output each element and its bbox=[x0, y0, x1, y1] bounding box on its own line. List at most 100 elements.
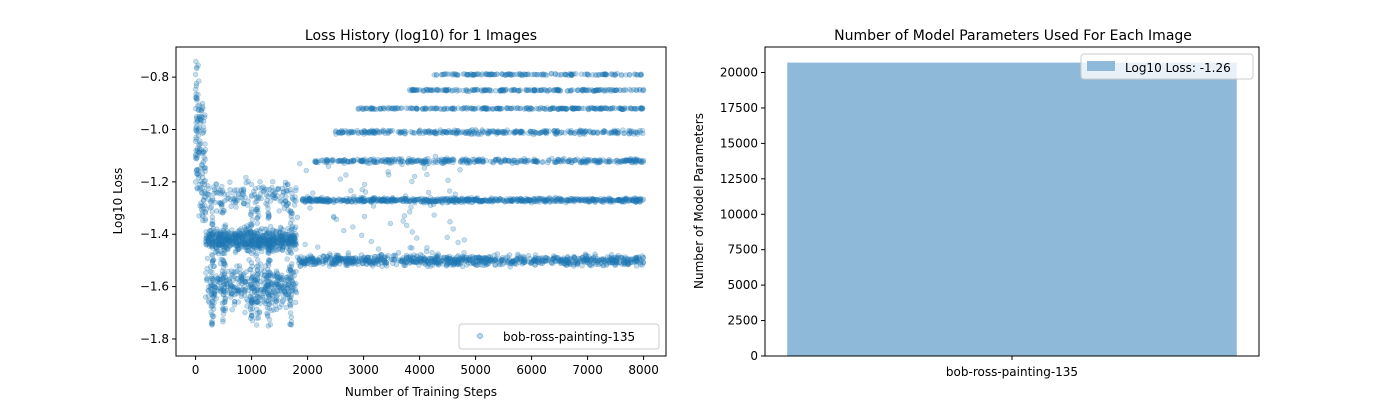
scatter-point bbox=[548, 196, 555, 203]
scatter-point bbox=[245, 288, 251, 294]
scatter-point bbox=[253, 322, 260, 328]
scatter-point bbox=[384, 263, 390, 269]
scatter-point bbox=[229, 241, 235, 247]
scatter-point bbox=[249, 242, 255, 249]
scatter-point bbox=[213, 295, 220, 302]
scatter-point bbox=[289, 237, 296, 244]
scatter-point bbox=[222, 242, 229, 248]
scatter-point bbox=[255, 257, 261, 263]
scatter-point bbox=[217, 260, 224, 267]
scatter-point bbox=[253, 306, 260, 312]
scatter-point bbox=[264, 286, 271, 292]
scatter-point bbox=[507, 71, 513, 77]
scatter-point bbox=[511, 260, 518, 266]
scatter-point bbox=[636, 86, 643, 93]
scatter-point bbox=[214, 226, 220, 232]
scatter-point bbox=[282, 282, 288, 288]
scatter-point bbox=[262, 237, 268, 243]
scatter-point bbox=[239, 191, 245, 197]
scatter-point bbox=[273, 298, 280, 305]
scatter-point bbox=[233, 240, 240, 246]
scatter-point bbox=[249, 281, 255, 287]
scatter-point bbox=[238, 231, 245, 237]
scatter-point bbox=[272, 291, 278, 297]
scatter-point bbox=[196, 213, 202, 219]
scatter-point bbox=[517, 105, 523, 112]
scatter-point bbox=[323, 256, 329, 262]
scatter-point bbox=[245, 282, 252, 288]
scatter-point bbox=[455, 105, 461, 111]
scatter-point bbox=[472, 106, 478, 112]
scatter-point bbox=[232, 230, 239, 237]
scatter-point bbox=[246, 236, 252, 243]
scatter-point bbox=[282, 231, 288, 237]
scatter-point bbox=[218, 248, 224, 255]
scatter-point bbox=[232, 242, 238, 249]
scatter-point bbox=[195, 106, 202, 113]
scatter-point bbox=[283, 241, 289, 247]
scatter-point bbox=[208, 233, 214, 239]
scatter-point bbox=[229, 271, 236, 278]
scatter-point bbox=[595, 72, 602, 78]
scatter-point bbox=[223, 240, 230, 246]
scatter-legend-label: bob-ross-painting-135 bbox=[503, 330, 635, 344]
scatter-point bbox=[513, 256, 519, 262]
scatter-point bbox=[200, 149, 207, 156]
scatter-point bbox=[518, 198, 525, 204]
scatter-point bbox=[225, 246, 231, 253]
scatter-point bbox=[199, 190, 205, 196]
scatter-point bbox=[278, 233, 285, 240]
scatter-point bbox=[210, 220, 216, 227]
scatter-point bbox=[292, 239, 298, 246]
scatter-point bbox=[261, 272, 268, 278]
scatter-point bbox=[225, 237, 231, 243]
scatter-x-ticks: 0 1000 2000 3000 4000 5000 6000 7000 8000 bbox=[192, 356, 659, 377]
scatter-point bbox=[277, 230, 283, 237]
scatter-point bbox=[257, 241, 263, 248]
scatter-point bbox=[242, 242, 248, 249]
scatter-point bbox=[248, 229, 255, 235]
scatter-point bbox=[265, 269, 272, 276]
scatter-point bbox=[231, 298, 238, 305]
scatter-x-tick-label: 7000 bbox=[572, 363, 603, 377]
scatter-point bbox=[266, 214, 272, 220]
scatter-point bbox=[445, 177, 451, 184]
scatter-point bbox=[375, 246, 382, 252]
scatter-point bbox=[467, 256, 473, 262]
scatter-point bbox=[228, 284, 234, 290]
scatter-point bbox=[568, 88, 574, 94]
scatter-point bbox=[229, 290, 235, 296]
scatter-point bbox=[214, 190, 220, 196]
scatter-point bbox=[225, 237, 232, 244]
scatter-point bbox=[231, 269, 237, 275]
scatter-point bbox=[272, 289, 278, 295]
scatter-point bbox=[226, 276, 232, 282]
scatter-point bbox=[209, 233, 216, 239]
scatter-point bbox=[220, 250, 227, 257]
scatter-point bbox=[290, 232, 297, 238]
scatter-point bbox=[280, 244, 286, 250]
scatter-point bbox=[242, 309, 248, 316]
scatter-point bbox=[572, 157, 578, 164]
scatter-point bbox=[273, 296, 279, 302]
scatter-point bbox=[567, 198, 573, 204]
scatter-point bbox=[231, 187, 238, 193]
scatter-point bbox=[248, 298, 255, 305]
scatter-point bbox=[234, 232, 241, 238]
scatter-point bbox=[245, 178, 251, 185]
scatter-y-tick-label: −1.6 bbox=[140, 280, 169, 294]
scatter-point bbox=[268, 270, 274, 277]
scatter-point bbox=[245, 243, 251, 250]
scatter-point bbox=[621, 257, 627, 263]
scatter-point bbox=[293, 238, 299, 244]
scatter-point bbox=[266, 191, 272, 197]
scatter-point bbox=[228, 290, 235, 296]
scatter-point bbox=[429, 250, 435, 256]
scatter-point bbox=[225, 231, 231, 237]
scatter-point bbox=[551, 256, 557, 262]
scatter-point bbox=[598, 198, 604, 205]
scatter-point bbox=[205, 196, 212, 202]
scatter-point bbox=[208, 273, 215, 280]
scatter-point bbox=[628, 130, 634, 136]
scatter-point bbox=[222, 198, 228, 204]
